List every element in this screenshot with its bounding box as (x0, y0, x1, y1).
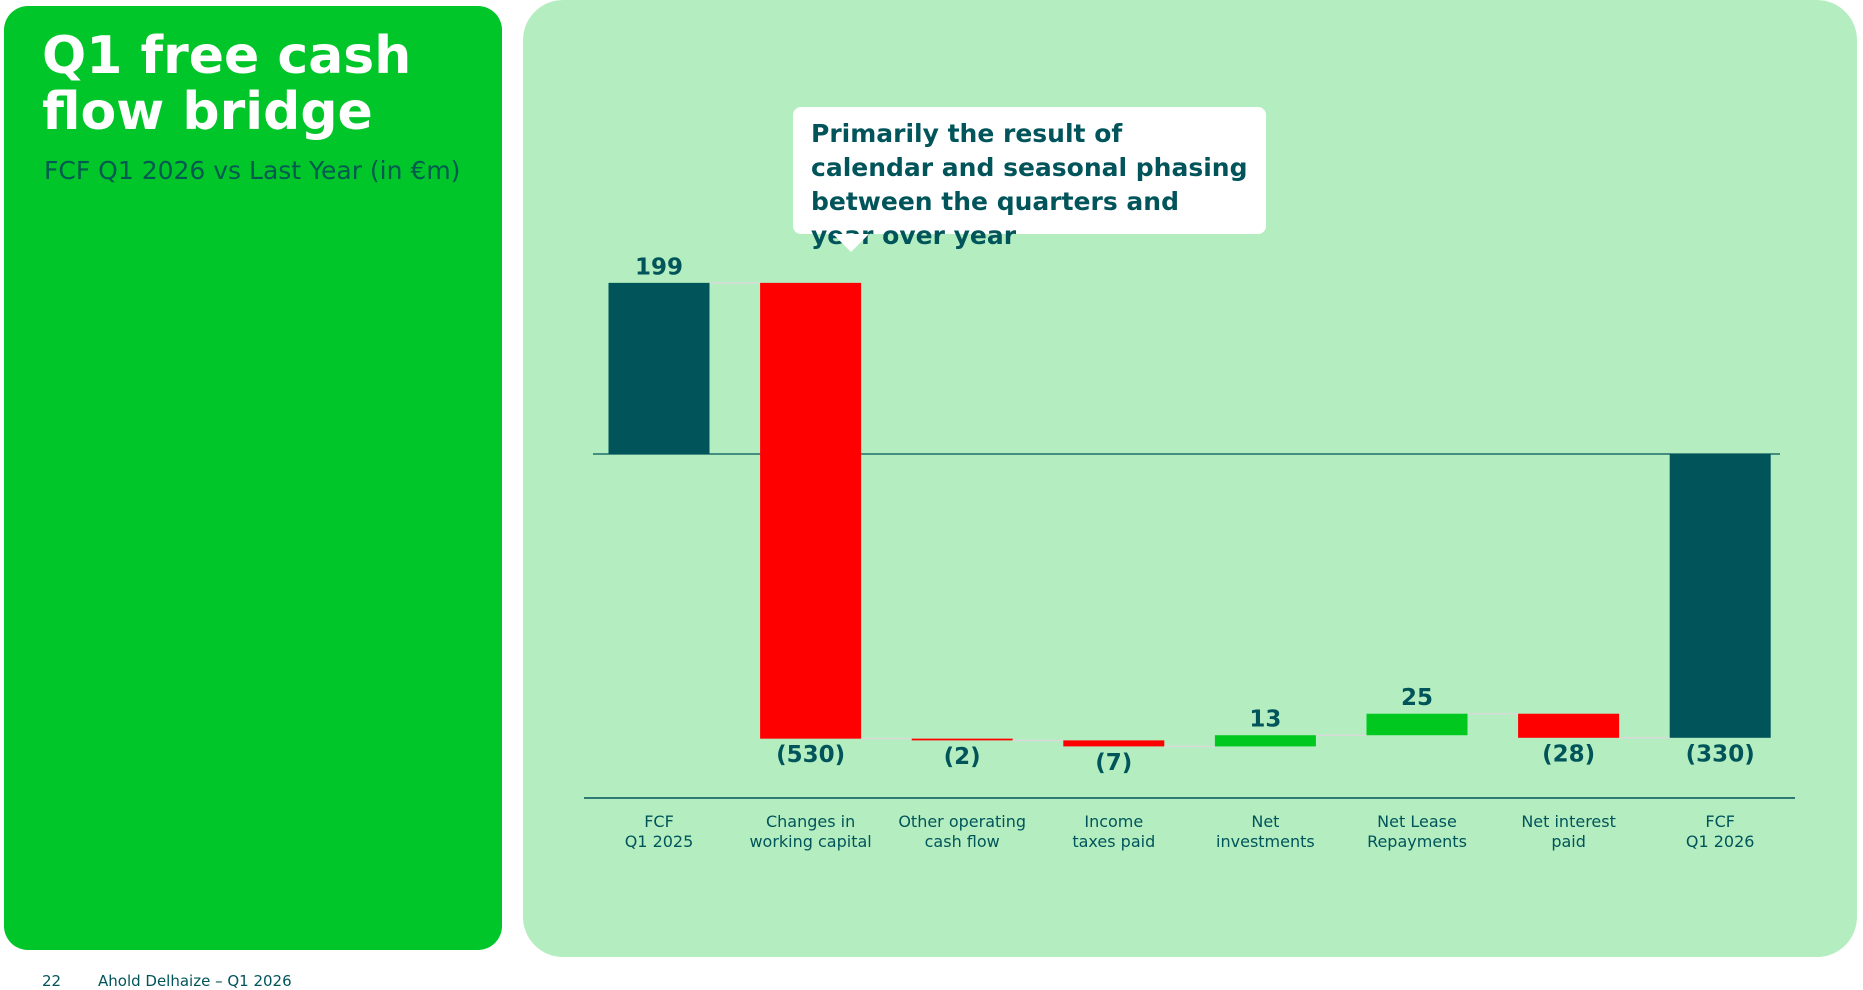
x-tick-label: Changes in working capital (749, 812, 872, 851)
chart-subtitle: FCF Q1 2026 vs Last Year (in €m) (44, 156, 461, 185)
annotation: Primarily the result of calendar and sea… (793, 107, 1266, 252)
value-label: (7) (1095, 750, 1132, 776)
x-tick-label: Net investments (1216, 812, 1315, 851)
bar (911, 738, 1013, 741)
value-label: (2) (944, 744, 981, 770)
value-label: 13 (1249, 707, 1281, 733)
value-label: 25 (1401, 685, 1433, 711)
value-label: (530) (776, 742, 845, 768)
footer-text: Ahold Delhaize – Q1 2026 (98, 972, 292, 990)
value-label: (28) (1542, 741, 1595, 767)
x-tick-label: Other operating cash flow (898, 812, 1027, 851)
x-tick-label: Net interest paid (1521, 812, 1616, 851)
value-label: (330) (1686, 741, 1755, 767)
bar (1518, 713, 1620, 738)
x-tick-label: Income taxes paid (1072, 812, 1156, 851)
title-panel: Q1 free cash flow bridge FCF Q1 2026 vs … (4, 6, 502, 950)
x-tick-label: FCF Q1 2025 (624, 812, 694, 851)
bar (608, 282, 710, 454)
page-number: 22 (42, 972, 62, 990)
value-label: 199 (635, 254, 683, 280)
bar (1366, 713, 1468, 736)
bar (1063, 740, 1165, 747)
bar (760, 282, 862, 739)
x-tick-label: FCF Q1 2026 (1685, 812, 1755, 851)
bar (1214, 735, 1316, 747)
chart-title: Q1 free cash flow bridge (42, 26, 412, 142)
x-tick-label: Net Lease Repayments (1367, 812, 1467, 851)
bar (1669, 454, 1771, 738)
